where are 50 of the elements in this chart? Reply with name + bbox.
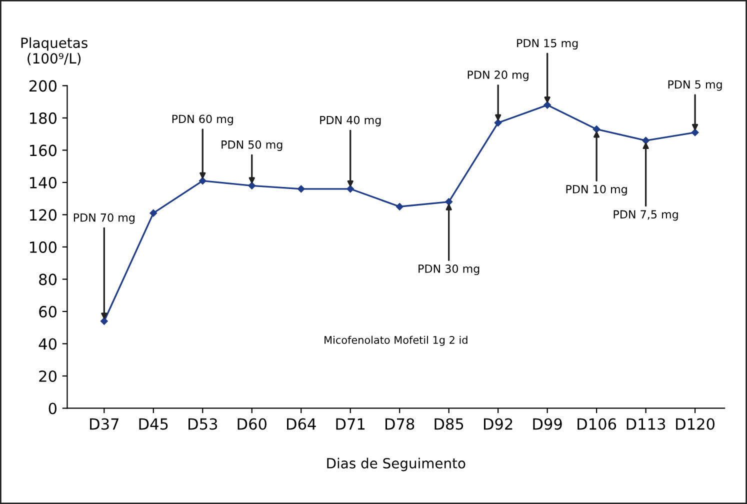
point <box>396 203 404 210</box>
y-tick-label: 80 <box>39 274 56 286</box>
annotation: PDN 40 mg <box>320 116 381 126</box>
x-tick-label: D113 <box>626 418 666 430</box>
x-tick-label: D120 <box>676 418 714 430</box>
y-tick-label: 200 <box>29 80 56 92</box>
point <box>544 101 551 109</box>
annotation: PDN 60 mg <box>172 114 233 126</box>
x-tick-label: D78 <box>386 418 414 430</box>
x-tick-label: D71 <box>336 418 365 430</box>
x-axis-title: Dias de Seguimento <box>327 458 466 472</box>
annotation: PDN 70 mg <box>74 213 134 224</box>
x-tick-label: D53 <box>188 418 218 430</box>
x-tick-label: D106 <box>578 418 616 430</box>
point <box>494 119 502 126</box>
y-tick-label: 140 <box>30 176 56 188</box>
point <box>592 126 600 133</box>
point <box>642 136 650 144</box>
annotation: PDN 10 mg <box>566 184 627 196</box>
point <box>150 209 158 217</box>
y-tick-label: 180 <box>30 112 56 124</box>
y-tick-label: 20 <box>39 370 56 382</box>
y-tick-label: 60 <box>39 306 56 318</box>
annotation: PDN 15 mg <box>517 39 578 50</box>
annotation: PDN 5 mg <box>668 80 722 91</box>
point <box>346 185 354 193</box>
x-tick-label: D64 <box>287 418 316 430</box>
annotation: PDN 30 mg <box>418 264 480 276</box>
y-tick-label: 40 <box>38 338 56 350</box>
x-tick-label: D85 <box>434 418 464 430</box>
x-tick-label: D99 <box>533 418 562 430</box>
y-axis-title: Plaquetas (100⁹/L) <box>21 37 88 66</box>
x-tick-label: D45 <box>139 418 168 430</box>
x-tick-label: D37 <box>90 418 118 430</box>
annotation: PDN 7,5 mg <box>614 210 678 221</box>
y-tick-label: 0 <box>48 402 56 414</box>
annotation: PDN 20 mg <box>468 70 528 82</box>
y-tick-label: 100 <box>30 241 56 253</box>
point <box>248 182 256 190</box>
point <box>297 185 305 193</box>
y-tick-label: 160 <box>30 144 56 156</box>
y-tick-label: 120 <box>30 209 56 221</box>
x-tick-label: D92 <box>484 418 512 430</box>
annotation: PDN 50 mg <box>222 140 282 151</box>
point <box>199 177 206 184</box>
x-tick-label: D60 <box>238 418 266 430</box>
annotation: Micofenolato Mofetil 1g 2 id <box>324 336 468 346</box>
point <box>100 318 108 325</box>
point <box>445 198 452 206</box>
point <box>691 128 699 136</box>
